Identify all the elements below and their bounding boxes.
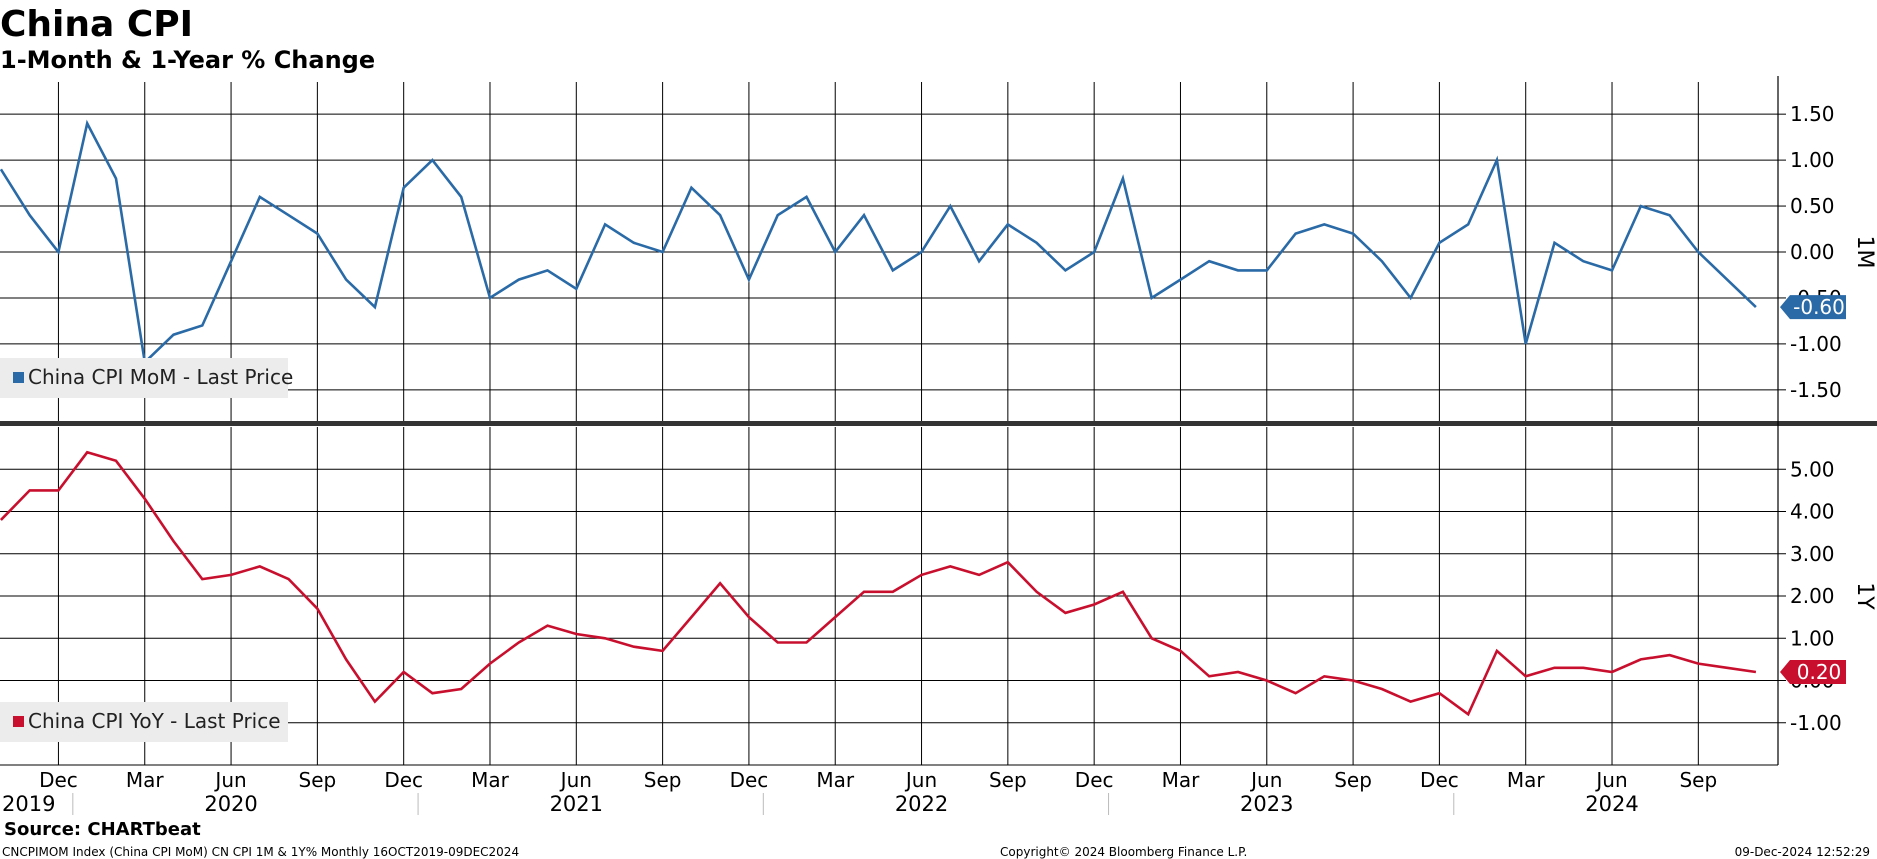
y-tick-label: 3.00 xyxy=(1790,542,1835,566)
x-axis: Dec Mar Jun Sep Dec Mar Jun Sep Dec Mar Jun Sep Dec M… xyxy=(0,764,1778,816)
x-month-label: Dec xyxy=(39,768,78,792)
legend-box xyxy=(0,702,288,742)
x-month-label: Mar xyxy=(126,768,165,792)
x-month-label: Dec xyxy=(384,768,423,792)
x-month-label: Jun xyxy=(904,768,937,792)
chart-title: China CPI xyxy=(0,4,193,45)
legend-swatch xyxy=(13,372,24,383)
last-value-badge xyxy=(1780,295,1846,320)
x-month-label: Sep xyxy=(644,768,682,792)
series-line xyxy=(0,119,1757,365)
timestamp-text: 09-Dec-2024 12:52:29 xyxy=(1735,845,1870,859)
yoy-panel: 5.004.003.002.001.000.00-1.001Y0.20China… xyxy=(0,421,1877,765)
x-month-label: Dec xyxy=(1075,768,1114,792)
series-line xyxy=(0,450,1757,717)
y-axis-name: 1M xyxy=(1852,236,1877,269)
x-month-label: Sep xyxy=(1334,768,1372,792)
x-month-label: Sep xyxy=(1679,768,1717,792)
y-tick-label: 0.00 xyxy=(1790,240,1835,264)
x-month-label: Sep xyxy=(299,768,337,792)
x-month-label: Jun xyxy=(1249,768,1282,792)
y-tick-label: 4.00 xyxy=(1790,500,1835,524)
y-tick-label: 1.00 xyxy=(1790,626,1835,650)
x-month-label: Mar xyxy=(1507,768,1546,792)
mom-panel: 1.501.000.500.00-0.50-1.00-1.501M-0.60Ch… xyxy=(0,76,1877,426)
chart-subtitle: 1-Month & 1-Year % Change xyxy=(0,46,375,74)
y-tick-label: 5.00 xyxy=(1790,457,1835,481)
source-label: Source: CHARTbeat xyxy=(4,819,201,840)
copyright-text: Copyright© 2024 Bloomberg Finance L.P. xyxy=(1000,845,1247,859)
y-tick-label: -1.00 xyxy=(1790,711,1842,735)
y-tick-label: 0.50 xyxy=(1790,194,1835,218)
legend-label: China CPI YoY - Last Price xyxy=(28,709,281,733)
panel-separator xyxy=(0,421,1877,426)
y-tick-label: 1.00 xyxy=(1790,148,1835,172)
y-tick-label: 2.00 xyxy=(1790,584,1835,608)
legend-swatch xyxy=(13,716,24,727)
x-year-label: 2019 xyxy=(2,792,55,816)
last-value-label: 0.20 xyxy=(1797,660,1842,684)
x-month-label: Jun xyxy=(1594,768,1627,792)
x-year-label: 2020 xyxy=(204,792,257,816)
x-month-label: Mar xyxy=(471,768,510,792)
ticker-line: CNCPIMOM Index (China CPI MoM) CN CPI 1M… xyxy=(2,845,519,859)
y-tick-label: -1.00 xyxy=(1790,332,1842,356)
x-month-label: Dec xyxy=(1420,768,1459,792)
x-year-label: 2021 xyxy=(550,792,603,816)
y-tick-label: 1.50 xyxy=(1790,102,1835,126)
y-tick-label: -1.50 xyxy=(1790,378,1842,402)
x-month-label: Mar xyxy=(1162,768,1201,792)
last-value-label: -0.60 xyxy=(1793,295,1845,319)
last-value-badge xyxy=(1780,660,1846,685)
x-month-label: Jun xyxy=(213,768,246,792)
x-month-label: Mar xyxy=(816,768,855,792)
x-year-label: 2023 xyxy=(1240,792,1293,816)
x-month-label: Jun xyxy=(559,768,592,792)
x-month-label: Sep xyxy=(989,768,1027,792)
x-year-label: 2022 xyxy=(895,792,948,816)
y-axis-name: 1Y xyxy=(1852,582,1877,610)
x-year-label: 2024 xyxy=(1585,792,1638,816)
legend-label: China CPI MoM - Last Price xyxy=(28,365,293,389)
legend-box xyxy=(0,358,288,398)
x-month-label: Dec xyxy=(730,768,769,792)
